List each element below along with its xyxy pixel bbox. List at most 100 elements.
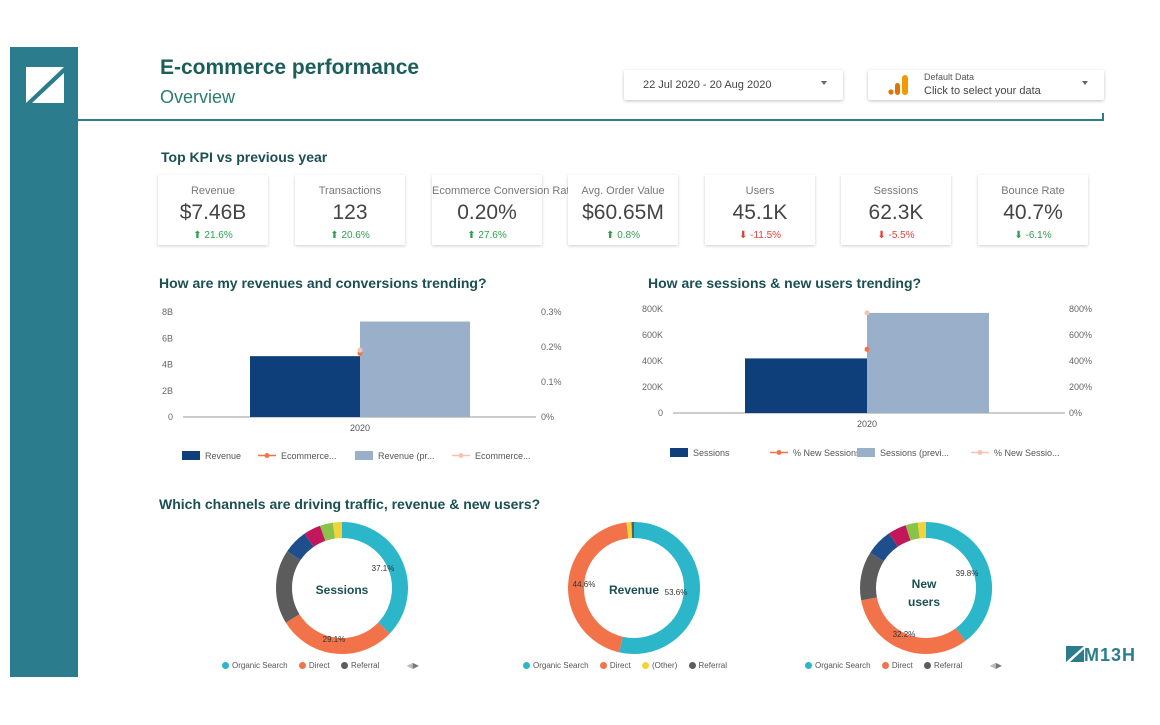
channels-section-title: Which channels are driving traffic, reve… [159,496,541,512]
next-page-icon[interactable]: ▶ [412,661,419,670]
legend-item: Referral [923,661,962,670]
y2-tick-label: 0% [1069,408,1082,418]
legend-pager[interactable]: ◀▶ [990,661,1002,670]
legend-label: Revenue [205,451,241,461]
bar-current [250,356,360,417]
kpi-label: Ecommerce Conversion Rate [432,185,576,197]
kpi-change-value: 0.8% [617,230,640,241]
donut-title-revenue: Revenue [608,583,660,597]
y-tick-label: 800K [642,304,663,314]
y2-tick-label: 800% [1069,304,1092,314]
date-range-picker[interactable]: 22 Jul 2020 - 20 Aug 2020 [624,70,843,100]
brand-logo-icon [26,67,64,103]
legend-label: Sessions (previ... [880,448,949,458]
page-title: E-commerce performance [160,56,420,79]
bar-previous [867,312,989,413]
kpi-label: Bounce Rate [1001,185,1065,197]
kpi-label: Users [745,185,775,197]
legend-item: Organic Search [222,661,288,670]
legend-swatch-marker [264,453,270,458]
kpi-label: Revenue [190,185,236,197]
next-page-icon[interactable]: ▶ [995,661,1002,670]
donut-slice [341,522,408,634]
data-source-selector[interactable]: Default Data Click to select your data [868,70,1104,100]
legend-pager[interactable]: ◀▶ [407,661,419,670]
y-tick-label: 400K [642,356,663,366]
kpi-value: 62.3K [868,201,924,224]
kpi-card-bounce-rate: Bounce Rate 40.7% ⬇ -6.1% [978,175,1088,245]
sessions-donut-chart: 37.1% 29.1% [276,522,408,654]
line-point-previous [357,347,363,353]
revenue-chart-title: How are my revenues and conversions tren… [159,275,487,291]
legend-label: Ecommerce... [475,451,531,461]
kpi-label: Sessions [873,185,919,197]
donut-slice [861,597,966,654]
y2-tick-label: 0.1% [541,377,562,387]
y-tick-label: 8B [162,307,173,317]
legend-item: Organic Search [805,661,871,670]
kpi-card-avg-order-value: Avg. Order Value $60.65M ⬆ 0.8% [568,175,678,245]
brand-mark-icon [1066,646,1084,662]
legend-swatch-marker [458,453,464,458]
y2-tick-label: 600% [1069,330,1092,340]
kpi-change-value: 27.6% [478,230,507,241]
kpi-change-value: -11.5% [750,230,782,241]
new-users-donut-legend: Organic Search Direct Referral ◀▶ [805,661,1002,670]
legend-label: % New Sessions [793,448,861,458]
donut-slice [287,533,314,561]
donut-slice [870,533,899,562]
analytics-icon [888,75,908,95]
arrow-up-icon: ⬆ [606,230,615,241]
kpi-change: ⬆ 27.6% [432,230,542,241]
sessions-donut-legend: Organic Search Direct Referral ◀▶ [222,661,419,670]
legend-swatch [182,451,200,460]
donut-slice [320,522,336,541]
kpi-card-users: Users 45.1K ⬇ -11.5% [705,175,815,245]
legend-swatch [355,451,373,460]
kpi-value: $7.46B [179,201,247,224]
line-point-current [864,346,870,352]
y-tick-label: 0 [658,408,663,418]
legend-swatch [670,448,688,457]
kpi-card-sessions: Sessions 62.3K ⬇ -5.5% [841,175,951,245]
kpi-change-value: -6.1% [1025,230,1052,241]
kpi-value: 45.1K [732,201,788,224]
header-divider [78,119,1104,121]
donut-title-sessions: Sessions [315,583,369,597]
kpi-change-value: 20.6% [341,230,370,241]
legend-item: Direct [881,661,913,670]
chevron-down-icon [821,81,827,85]
donut-title-new-users: New users [907,577,941,609]
donut-slice [568,522,629,653]
kpi-card-revenue: Revenue $7.46B ⬆ 21.6% [158,175,268,245]
y-tick-label: 0 [168,412,173,422]
prev-page-icon[interactable]: ◀ [406,661,413,670]
legend-swatch-marker [776,450,782,455]
donut-slice [619,522,700,654]
donut-slice [285,613,390,654]
kpi-label: Avg. Order Value [581,185,665,197]
x-tick-label: 2020 [857,419,877,429]
prev-page-icon[interactable]: ◀ [989,661,996,670]
kpi-card-transactions: Transactions 123 ⬆ 20.6% [295,175,405,245]
chevron-down-icon [1082,81,1088,85]
arrow-up-icon: ⬆ [193,230,202,241]
donut-slice-label: 37.1% [372,564,395,573]
brand-text: M13H [1084,645,1137,665]
legend-item: Referral [340,661,379,670]
donut-slice [304,525,326,547]
legend-item: Referral [688,661,727,670]
kpi-change: ⬇ -11.5% [705,230,815,241]
y2-tick-label: 0.3% [541,307,562,317]
x-tick-label: 2020 [350,423,370,433]
new-users-donut-chart: 39.8% 32.2% [860,522,992,654]
legend-swatch [857,448,875,457]
y-tick-label: 200K [642,382,663,392]
kpi-change: ⬇ -5.5% [841,230,951,241]
arrow-up-icon: ⬆ [330,230,339,241]
donut-slice-label: 44.6% [573,580,596,589]
legend-item: Organic Search [523,661,589,670]
legend-item: Direct [599,661,631,670]
arrow-down-icon: ⬇ [877,230,886,241]
arrow-down-icon: ⬇ [738,230,748,241]
